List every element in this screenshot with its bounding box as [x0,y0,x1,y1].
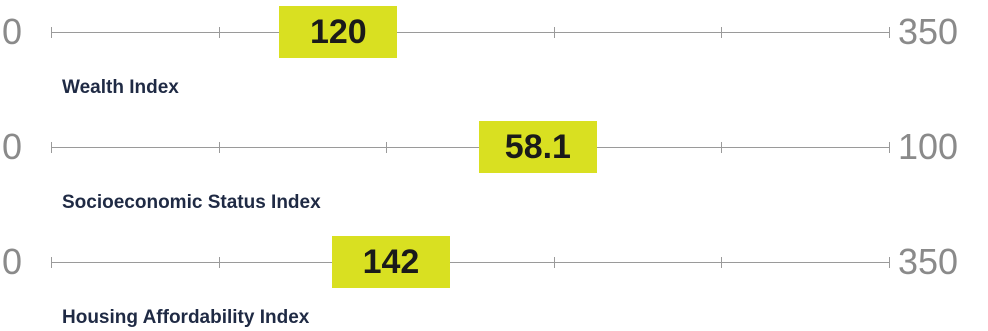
gauge-tick [386,142,387,153]
index-label: Wealth Index [62,76,179,100]
index-label: Socioeconomic Status Index [62,191,321,215]
gauge-tick [889,142,890,153]
gauge-max-label: 350 [898,8,958,56]
gauge-max-label: 100 [898,123,958,171]
gauge-tick [889,257,890,268]
gauge-track [51,32,889,33]
gauge-max-label: 350 [898,238,958,286]
gauge-tick [219,257,220,268]
gauge-socioeconomic-status-index: 0 100 Socioeconomic Status Index 58.1 [0,121,988,216]
gauge-tick [554,257,555,268]
gauge-track [51,262,889,263]
value-marker: 120 [279,6,397,58]
gauge-min-label: 0 [2,123,22,171]
gauge-tick [219,142,220,153]
index-label: Housing Affordability Index [62,306,309,330]
gauge-tick [51,27,52,38]
value-marker: 142 [332,236,450,288]
gauge-tick [721,257,722,268]
gauge-housing-affordability-index: 0 350 Housing Affordability Index 142 [0,236,988,331]
value-marker: 58.1 [479,121,597,173]
gauge-tick [51,142,52,153]
gauge-tick [219,27,220,38]
gauge-tick [721,27,722,38]
gauge-min-label: 0 [2,8,22,56]
gauge-tick [554,27,555,38]
gauge-tick [721,142,722,153]
gauge-tick [51,257,52,268]
gauge-track [51,147,889,148]
gauge-wealth-index: 0 350 Wealth Index 120 [0,6,988,101]
gauge-min-label: 0 [2,238,22,286]
gauge-tick [889,27,890,38]
